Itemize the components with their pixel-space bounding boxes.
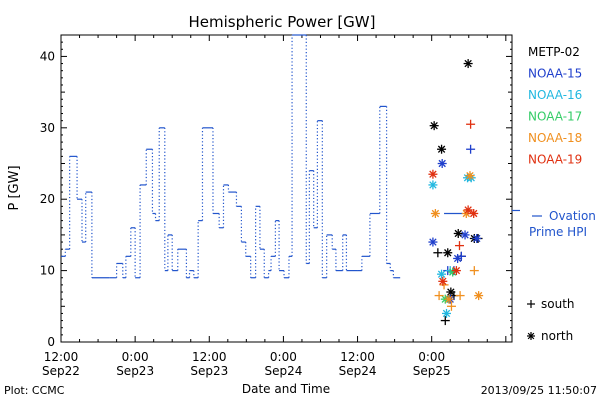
north-marker	[460, 230, 470, 240]
marker-legend-label: north	[541, 329, 573, 343]
north-marker	[437, 159, 447, 169]
marker-stroke	[444, 249, 452, 257]
south-marker	[466, 144, 476, 154]
north-marker	[442, 308, 452, 318]
marker-stroke	[438, 159, 446, 168]
marker-stroke	[430, 121, 438, 130]
south-marker	[440, 316, 450, 326]
legend-entry: NOAA-17	[528, 110, 582, 124]
marker-stroke	[474, 291, 483, 300]
marker-stroke	[469, 209, 478, 218]
x-axis: 12:00Sep220:00Sep2312:00Sep230:00Sep2412…	[42, 35, 507, 378]
north-marker	[465, 171, 475, 181]
x-tick-label-time: 0:00	[122, 350, 149, 364]
plot-frame	[60, 34, 513, 343]
marker-stroke	[429, 238, 437, 246]
north-marker	[430, 208, 440, 218]
marker-stroke	[473, 234, 481, 243]
marker-stroke	[452, 266, 461, 275]
marker-stroke	[464, 59, 472, 68]
x-tick-label-time: 12:00	[340, 350, 375, 364]
ovation-legend-label: Prime HPI	[529, 225, 587, 239]
marker-legend: south north	[527, 297, 575, 343]
x-tick-label-time: 0:00	[270, 350, 297, 364]
marker-stroke	[437, 270, 446, 278]
ovation-legend: Ovation Prime HPI	[512, 209, 596, 239]
north-marker	[429, 121, 439, 131]
north-marker	[428, 169, 438, 179]
x-tick-label-time: 0:00	[418, 350, 445, 364]
marker-stroke	[466, 171, 474, 180]
marker-stroke	[442, 309, 451, 318]
marker-stroke	[464, 206, 472, 214]
y-axis: 0 10 20 30 40	[40, 34, 512, 349]
y-axis-label: P [GW]	[7, 165, 22, 210]
north-marker	[443, 248, 453, 258]
north-marker	[437, 144, 447, 154]
marker-stroke	[445, 295, 453, 303]
chart-title: Hemispheric Power [GW]	[189, 13, 376, 31]
marker-stroke	[447, 288, 455, 296]
north-marker	[463, 205, 473, 215]
marker-stroke	[429, 181, 437, 189]
marker-legend-label: south	[541, 297, 575, 311]
north-marker	[428, 237, 438, 247]
timestamp: 2013/09/25 11:50:07	[481, 384, 597, 397]
marker-stroke	[454, 229, 462, 238]
north-marker	[453, 228, 463, 238]
legend-entry: METP-02	[528, 45, 580, 59]
south-marker	[433, 248, 443, 258]
x-tick-label-time: 12:00	[44, 350, 79, 364]
north-marker	[428, 180, 438, 190]
y-tick-label: 10	[40, 264, 55, 278]
legend-entry: NOAA-18	[528, 131, 582, 145]
south-marker	[454, 241, 464, 251]
north-marker	[451, 266, 461, 276]
legend: METP-02 NOAA-15 NOAA-16 NOAA-17 NOAA-18 NOAA-…	[528, 45, 582, 167]
x-tick-label-date: Sep25	[413, 364, 451, 378]
x-axis-label: Date and Time	[242, 382, 330, 396]
south-marker	[455, 291, 465, 301]
ovation-legend-label: Ovation	[549, 209, 596, 223]
x-tick-label-date: Sep23	[116, 364, 154, 378]
legend-entry: NOAA-16	[528, 88, 582, 102]
south-marker	[469, 266, 479, 276]
north-marker	[437, 269, 447, 279]
south-marker	[466, 119, 476, 129]
marker-stroke	[461, 231, 469, 239]
north-marker	[444, 294, 454, 304]
y-tick-label: 30	[40, 121, 55, 135]
marker-stroke	[439, 277, 447, 286]
y-tick-label: 40	[40, 49, 55, 63]
marker-stroke	[431, 209, 440, 218]
ovation-series	[61, 34, 463, 279]
marker-legend-symbol	[527, 332, 535, 340]
north-marker	[472, 233, 482, 243]
legend-entry: NOAA-19	[528, 153, 582, 167]
y-tick-label: 0	[47, 335, 55, 349]
south-marker	[456, 251, 466, 261]
x-tick-label-date: Sep23	[190, 364, 228, 378]
legend-entry: NOAA-15	[528, 67, 582, 81]
x-tick-label-date: Sep24	[264, 364, 302, 378]
marker-stroke	[437, 145, 446, 153]
north-marker	[474, 291, 484, 301]
north-marker	[469, 208, 479, 218]
north-marker	[463, 59, 473, 69]
satellite-points	[428, 59, 484, 326]
x-tick-label-date: Sep24	[339, 364, 377, 378]
plot-credit: Plot: CCMC	[4, 384, 65, 397]
x-tick-label-date: Sep22	[42, 364, 80, 378]
south-marker	[446, 301, 456, 311]
south-marker	[434, 291, 444, 301]
north-marker	[438, 276, 448, 286]
marker-stroke	[429, 170, 437, 178]
x-tick-label-time: 12:00	[192, 350, 227, 364]
y-tick-label: 20	[40, 192, 55, 206]
